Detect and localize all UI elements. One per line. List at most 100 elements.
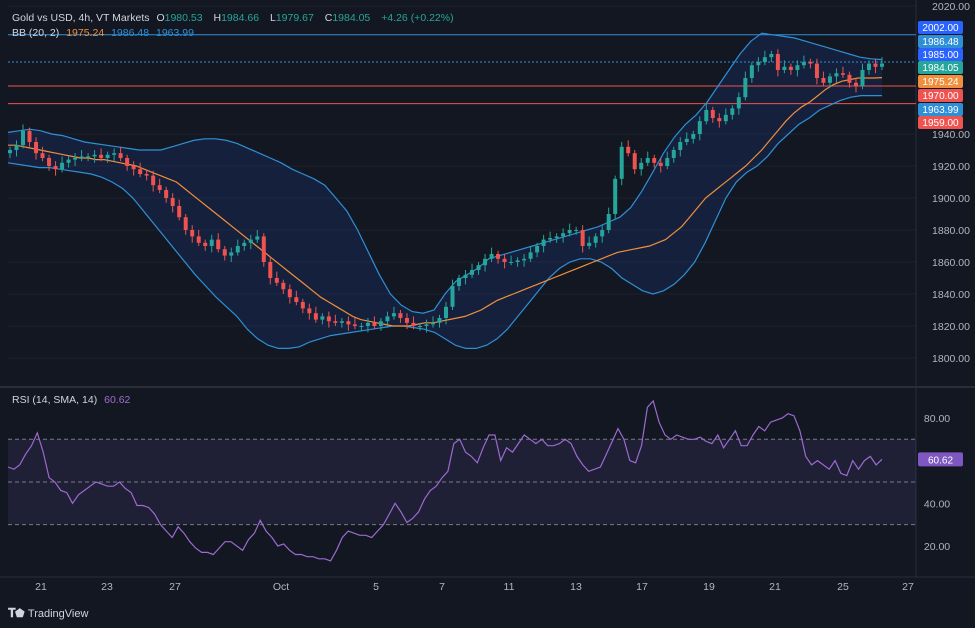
candle-body <box>762 57 767 62</box>
candle-body <box>691 134 696 139</box>
time-tick-label: 27 <box>169 581 181 593</box>
candle-body <box>34 142 39 154</box>
candle-body <box>242 242 247 246</box>
candle-body <box>320 316 325 320</box>
candle-body <box>606 214 611 230</box>
candle-body <box>450 286 455 307</box>
candle-body <box>164 190 169 198</box>
time-tick-label: 11 <box>504 581 515 593</box>
candle-body <box>561 233 566 237</box>
time-tick-label: 25 <box>837 581 849 593</box>
close-label: C <box>324 12 333 24</box>
candle-body <box>613 178 618 214</box>
candle-body <box>424 324 429 326</box>
brand-name: TradingView <box>27 607 89 620</box>
price-badge-label: 2002.00 <box>922 23 959 34</box>
candle-body <box>27 130 32 142</box>
candle-body <box>79 156 84 158</box>
time-tick-label: 21 <box>35 581 47 593</box>
price-tick-label: 1900.00 <box>932 193 970 205</box>
price-tick-label: 1920.00 <box>932 161 970 173</box>
rsi-label: RSI (14, SMA, 14) <box>12 394 98 406</box>
price-badge-label: 1975.24 <box>922 77 959 88</box>
time-tick-label: 27 <box>902 581 914 593</box>
candle-body <box>684 138 689 142</box>
candle-body <box>60 162 65 170</box>
candle-body <box>801 62 806 66</box>
candle-body <box>209 239 214 246</box>
candle-body <box>853 82 858 86</box>
candle-body <box>404 318 409 323</box>
candle-body <box>769 54 774 58</box>
candle-body <box>222 249 227 256</box>
time-tick-label: 17 <box>636 581 648 593</box>
candle-body <box>502 258 507 262</box>
candle-body <box>788 66 793 70</box>
bb-fill <box>8 33 882 349</box>
candle-body <box>866 63 871 70</box>
candle-body <box>632 153 637 170</box>
candle-body <box>274 278 279 283</box>
price-badge-label: 1963.99 <box>922 105 959 116</box>
candle-body <box>411 322 416 326</box>
rsi-legend[interactable]: RSI (14, SMA, 14) 60.62 <box>12 394 134 406</box>
price-tick-label: 1860.00 <box>932 257 970 269</box>
candle-body <box>170 198 175 206</box>
candle-body <box>21 130 26 146</box>
candle-body <box>665 158 670 166</box>
candle-body <box>255 236 260 240</box>
candle-body <box>326 316 331 322</box>
price-tick-label: 2020.00 <box>932 1 970 13</box>
candle-body <box>457 278 462 286</box>
candle-body <box>352 324 357 326</box>
candle-body <box>587 242 592 246</box>
candle-body <box>248 239 253 243</box>
candle-body <box>541 239 546 246</box>
time-tick-label: 13 <box>570 581 582 593</box>
candle-body <box>307 308 312 314</box>
candle-body <box>821 78 826 83</box>
candle-body <box>203 242 208 246</box>
candle-body <box>118 153 123 158</box>
candle-body <box>144 174 149 176</box>
price-badge <box>918 35 963 48</box>
candle-body <box>138 169 143 174</box>
tradingview-logo[interactable]: 𝐓⬟ TradingView <box>8 606 88 621</box>
price-badge-label: 1986.48 <box>922 37 959 48</box>
candle-body <box>639 162 644 170</box>
rsi-badge-label: 60.62 <box>928 455 953 466</box>
price-tick-label: 1940.00 <box>932 129 970 141</box>
candle-body <box>157 185 162 190</box>
price-badge <box>918 103 963 116</box>
candle-body <box>522 258 527 261</box>
candle-body <box>808 62 813 64</box>
high-value: 1984.66 <box>221 12 260 24</box>
bb-legend[interactable]: BB (20, 2) 1975.24 1986.48 1963.99 <box>12 27 198 39</box>
candle-body <box>177 206 182 218</box>
candle-body <box>645 158 650 163</box>
candle-body <box>619 146 624 179</box>
candle-body <box>385 316 390 322</box>
candle-body <box>430 322 435 325</box>
candle-body <box>112 153 117 155</box>
price-badge <box>918 75 963 88</box>
candle-body <box>372 322 377 326</box>
price-badge <box>918 21 963 34</box>
candle-body <box>313 313 318 320</box>
candles <box>8 49 884 333</box>
rsi-badge <box>918 452 963 467</box>
candle-body <box>476 265 481 270</box>
rsi-legend-value: 60.62 <box>104 394 131 406</box>
candle-body <box>730 108 735 115</box>
candle-body <box>346 321 351 325</box>
bb-lower-value: 1963.99 <box>155 27 194 39</box>
candle-body <box>548 238 553 240</box>
price-badge <box>918 48 963 61</box>
candle-body <box>658 162 663 166</box>
candle-body <box>437 318 442 323</box>
candle-body <box>391 313 396 317</box>
candle-body <box>840 73 845 75</box>
symbol-legend[interactable]: Gold vs USD, 4h, VT Markets O1980.53 H19… <box>12 12 458 24</box>
